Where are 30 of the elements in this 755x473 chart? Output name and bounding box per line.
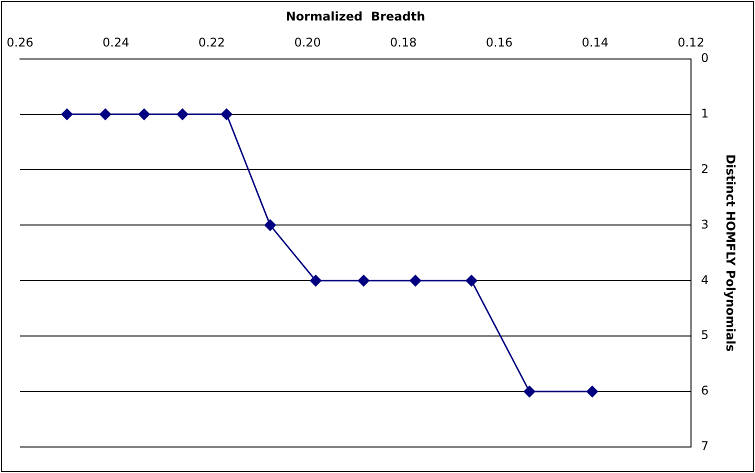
- point: [100, 108, 112, 120]
- x-tick-label: 0.26: [6, 36, 34, 50]
- point: [264, 219, 276, 231]
- x-tick-label: 0.22: [198, 36, 226, 50]
- x-tick-label: 0.24: [102, 36, 130, 50]
- y-tick-label: 0: [700, 50, 709, 65]
- x-tick-label: 0.20: [294, 36, 321, 50]
- y-tick-label: 5: [700, 328, 709, 342]
- y-tick-label: 2: [700, 162, 709, 176]
- point: [220, 108, 232, 120]
- y-tick-label: 1: [700, 106, 709, 120]
- y-tick-label: 4: [700, 272, 709, 287]
- point: [138, 108, 150, 120]
- x-tick-label: 0.16: [486, 36, 513, 50]
- point: [310, 274, 322, 286]
- point: [61, 108, 73, 120]
- x-tick-label: 0.18: [390, 36, 417, 50]
- y-tick-label: 7: [700, 439, 709, 454]
- y-axis-title: Distinct HOMFLY Polynomials: [724, 154, 738, 352]
- point: [410, 274, 422, 286]
- y-tick-label: 3: [700, 217, 709, 232]
- point: [466, 274, 478, 286]
- y-tick-label: 6: [700, 384, 709, 398]
- point: [524, 386, 536, 398]
- x-tick-label: 0.12: [678, 36, 704, 50]
- point: [586, 386, 598, 398]
- x-tick-label: 0.14: [582, 36, 608, 50]
- point: [176, 108, 188, 120]
- point: [358, 274, 370, 286]
- x-axis-title: Normalized Breadth: [286, 9, 426, 24]
